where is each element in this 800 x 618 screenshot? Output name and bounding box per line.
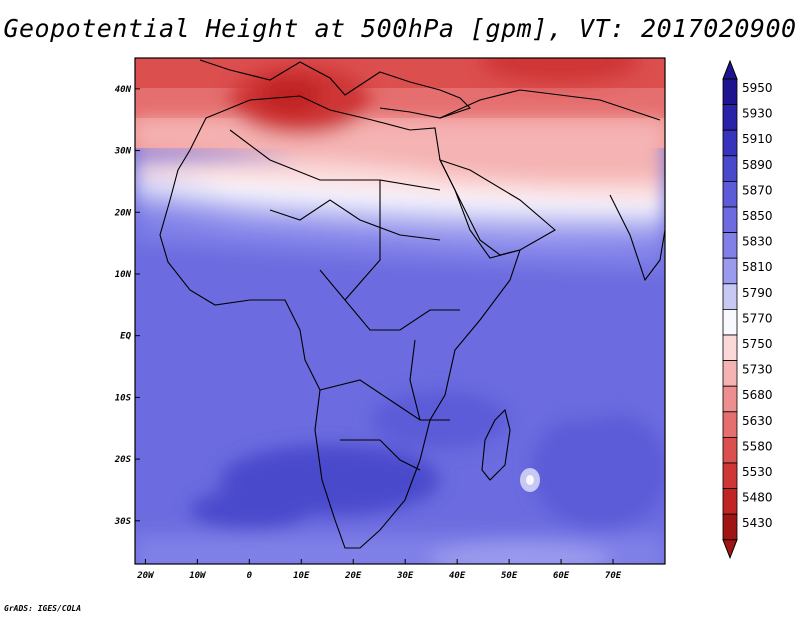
plot-frame	[134, 57, 666, 565]
colorbar-swatch	[722, 232, 738, 259]
lon-tick-label: 30E	[396, 571, 414, 581]
lon-tick-label: 0	[247, 571, 253, 581]
colorbar-label: 5770	[742, 311, 773, 325]
colorbar-swatch	[722, 257, 738, 285]
colorbar-swatch	[722, 360, 738, 387]
lon-tick-label: 70E	[605, 571, 622, 581]
colorbar-swatch	[722, 385, 738, 413]
colorbar-label: 5430	[742, 516, 773, 530]
colorbar: 5950 5930 5910 5890 5870 5850 5830 5810 5790 5770…	[722, 59, 773, 560]
lat-tick-label: 10S	[115, 393, 132, 403]
colorbar-swatch	[722, 206, 738, 234]
lon-tick-label: 60E	[553, 571, 570, 581]
colorbar-label: 5870	[742, 183, 773, 197]
colorbar-label: 5850	[742, 209, 773, 223]
colorbar-label: 5830	[742, 235, 773, 249]
colorbar-swatch	[722, 180, 738, 208]
colorbar-swatch	[722, 308, 738, 336]
lat-tick-label: 40N	[115, 85, 132, 95]
colorbar-label: 5630	[742, 414, 773, 428]
colorbar-top-arrow	[722, 59, 738, 80]
colorbar-swatch	[722, 155, 738, 182]
lon-tick-label: 10E	[293, 571, 310, 581]
lat-tick-label: 30S	[114, 517, 132, 527]
lat-tick-label: 20S	[114, 455, 132, 465]
lon-axis: 20W 10W 0 10E 20E 30E 40E 50E 60E 70E	[136, 559, 622, 581]
colorbar-label: 5790	[742, 286, 773, 300]
coastlines	[159, 59, 665, 549]
colorbar-bottom-arrow	[722, 539, 738, 560]
colorbar-swatch	[722, 104, 738, 131]
colorbar-swatch	[722, 462, 738, 490]
map-title: Geopotential Height at 500hPa [gpm], VT:…	[3, 14, 797, 43]
lat-tick-label: 10N	[115, 270, 132, 280]
lon-tick-label: 20W	[136, 571, 155, 581]
colorbar-swatch	[722, 78, 738, 106]
colorbar-label: 5730	[742, 363, 773, 377]
lon-tick-label: 40E	[449, 571, 466, 581]
colorbar-label: 5910	[742, 132, 773, 146]
colorbar-swatch	[722, 411, 738, 438]
colorbar-swatch	[722, 129, 738, 157]
lon-tick-label: 50E	[501, 571, 518, 581]
lon-tick-label: 10W	[189, 571, 207, 581]
lat-tick-label: 30N	[114, 147, 132, 157]
colorbar-swatch	[722, 283, 738, 310]
colorbar-label: 5580	[742, 439, 773, 453]
height-field	[135, 58, 665, 564]
colorbar-label: 5480	[742, 491, 773, 505]
colorbar-swatch	[722, 513, 738, 541]
colorbar-label: 5810	[742, 260, 773, 274]
lon-tick-label: 20E	[344, 571, 362, 581]
lat-axis: 40N 30N 20N 10N EQ 10S 20S 30S	[114, 85, 140, 527]
colorbar-swatch	[722, 488, 738, 515]
colorbar-swatch	[722, 334, 738, 362]
colorbar-label: 5930	[742, 107, 773, 121]
colorbar-label: 5530	[742, 465, 773, 479]
colorbar-label: 5750	[742, 337, 773, 351]
colorbar-label: 5890	[742, 158, 773, 172]
colorbar-label: 5950	[742, 81, 773, 95]
credit-text: GrADS: IGES/COLA	[4, 604, 82, 613]
lat-tick-label: 20N	[114, 208, 132, 218]
colorbar-swatch	[722, 436, 738, 464]
colorbar-label: 5680	[742, 388, 773, 402]
lat-tick-label: EQ	[120, 332, 131, 342]
